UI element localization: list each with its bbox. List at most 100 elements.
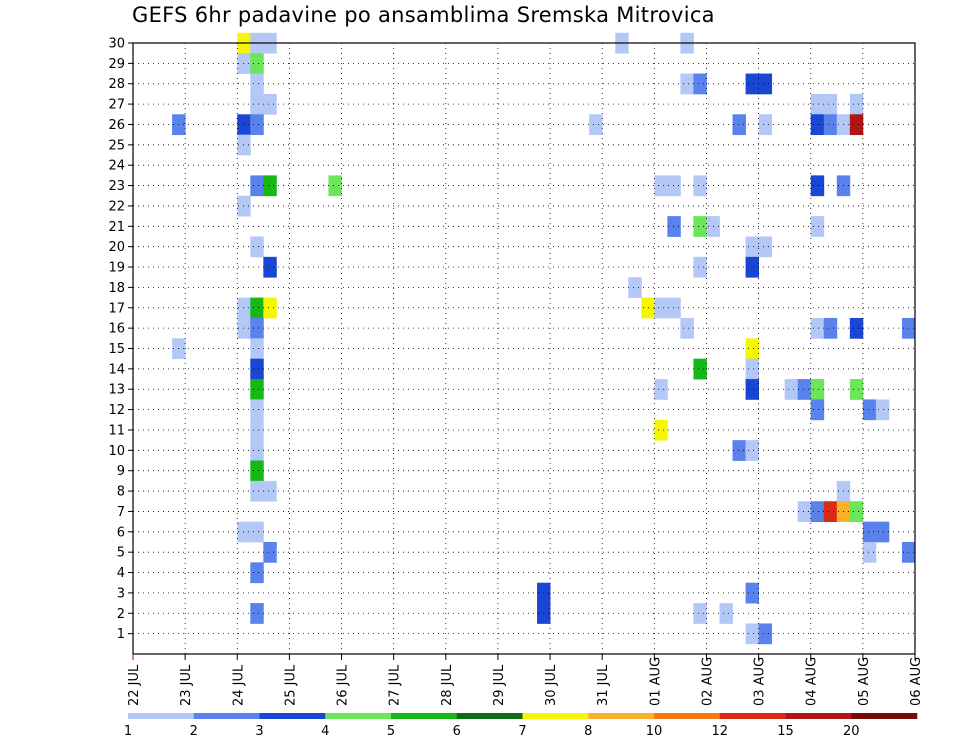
x-tick-label: 23 JUL: [179, 664, 194, 706]
x-tick-label: 25 JUL: [283, 664, 298, 706]
colorbar-swatch: [588, 713, 655, 719]
heatmap-cell: [745, 256, 759, 278]
y-tick-label: 22: [108, 199, 125, 214]
y-tick-label: 29: [108, 57, 125, 72]
y-tick-label: 10: [108, 444, 125, 459]
heatmap-cell: [823, 501, 838, 523]
y-tick-label: 16: [108, 322, 125, 337]
heatmap-cell: [862, 521, 877, 543]
heatmap-cell: [810, 114, 825, 136]
heatmap-cell: [250, 480, 264, 502]
colorbar-swatch: [522, 713, 589, 719]
heatmap-cell: [250, 317, 264, 339]
colorbar-label: 20: [843, 724, 860, 739]
heatmap-cell: [849, 379, 864, 400]
heatmap-cell: [654, 297, 668, 319]
heatmap-cell: [250, 93, 264, 115]
heatmap-cell: [263, 256, 277, 278]
x-tick-label: 27 JUL: [388, 664, 403, 706]
heatmap-cell: [250, 521, 264, 543]
heatmap-cell: [628, 277, 642, 298]
heatmap-cell: [667, 175, 681, 197]
heatmap-cell: [849, 93, 864, 115]
heatmap-cell: [745, 73, 759, 95]
heatmap-cell: [810, 501, 825, 523]
y-tick-label: 24: [108, 159, 125, 174]
y-tick-label: 20: [108, 240, 125, 255]
heatmap-cell: [732, 114, 746, 136]
y-tick-label: 4: [117, 566, 125, 581]
heatmap-cell: [680, 317, 694, 339]
heatmap-cell: [732, 440, 746, 461]
colorbar-label: 8: [584, 724, 592, 739]
heatmap-cell: [263, 541, 277, 563]
x-tick-label: 02 AUG: [700, 657, 715, 706]
y-tick-label: 6: [117, 525, 125, 540]
y-tick-label: 8: [117, 485, 125, 500]
colorbar-label: 12: [711, 724, 728, 739]
heatmap-cell: [745, 440, 759, 461]
colorbar-swatch: [785, 713, 852, 719]
heatmap-cell: [875, 521, 890, 543]
heatmap-cell: [667, 297, 681, 319]
heatmap-cell: [758, 236, 773, 258]
heatmap-cell: [250, 175, 264, 197]
heatmap-cell: [849, 114, 864, 136]
x-tick-label: 04 AUG: [805, 657, 820, 706]
colorbar-label: 2: [190, 724, 198, 739]
heatmap-cell: [250, 73, 264, 95]
y-tick-label: 17: [108, 301, 125, 316]
heatmap-cell: [849, 501, 864, 523]
heatmap-cell: [693, 603, 707, 624]
colorbar-label: 5: [387, 724, 395, 739]
heatmap-cell: [680, 73, 694, 95]
heatmap-cell: [693, 358, 707, 380]
colorbar-label: 3: [255, 724, 263, 739]
y-tick-label: 3: [117, 586, 125, 601]
colorbar-swatch: [654, 713, 721, 719]
x-tick-label: 22 JUL: [127, 664, 142, 706]
heatmap-cell: [810, 175, 825, 197]
heatmap-cell: [810, 93, 825, 115]
heatmap-cell: [263, 480, 277, 502]
heatmap-cell: [810, 216, 825, 237]
heatmap-cell: [810, 317, 825, 339]
heatmap-cell: [758, 114, 773, 136]
y-tick-label: 25: [108, 138, 125, 153]
heatmap-cell: [250, 603, 264, 624]
colorbar-label: 7: [518, 724, 526, 739]
chart-title: GEFS 6hr padavine po ansamblima Sremska …: [132, 3, 715, 27]
heatmap-cell: [797, 379, 812, 400]
heatmap-cell: [250, 379, 264, 400]
colorbar-label: 15: [777, 724, 794, 739]
x-tick-label: 31 JUL: [596, 664, 611, 706]
colorbar-label: 10: [646, 724, 663, 739]
heatmap-cell: [250, 236, 264, 258]
x-tick-label: 29 JUL: [492, 664, 507, 706]
heatmap-cell: [810, 399, 825, 421]
x-tick-label: 30 JUL: [544, 664, 559, 706]
colorbar-swatch: [391, 713, 458, 719]
heatmap-cell: [693, 175, 707, 197]
heatmap-cell: [250, 338, 264, 360]
colorbar-swatch: [259, 713, 326, 719]
y-tick-label: 13: [108, 383, 125, 398]
y-tick-label: 27: [108, 98, 125, 113]
heatmap-cell: [654, 175, 668, 197]
heatmap-cell: [263, 297, 277, 319]
heatmap-cell: [693, 256, 707, 278]
heatmap-cell: [693, 73, 707, 95]
heatmap-cell: [745, 358, 759, 380]
heatmap-cell: [745, 582, 759, 604]
heatmap-cell: [823, 93, 838, 115]
heatmap-cell: [250, 562, 264, 584]
y-tick-label: 5: [117, 546, 125, 561]
heatmap-cell: [328, 175, 342, 197]
heatmap-cell: [693, 216, 707, 237]
colorbar-swatch: [456, 713, 523, 719]
heatmap-cell: [263, 175, 277, 197]
x-tick-label: 28 JUL: [440, 664, 455, 706]
y-tick-label: 21: [108, 220, 125, 235]
heatmap-cell: [250, 53, 264, 74]
